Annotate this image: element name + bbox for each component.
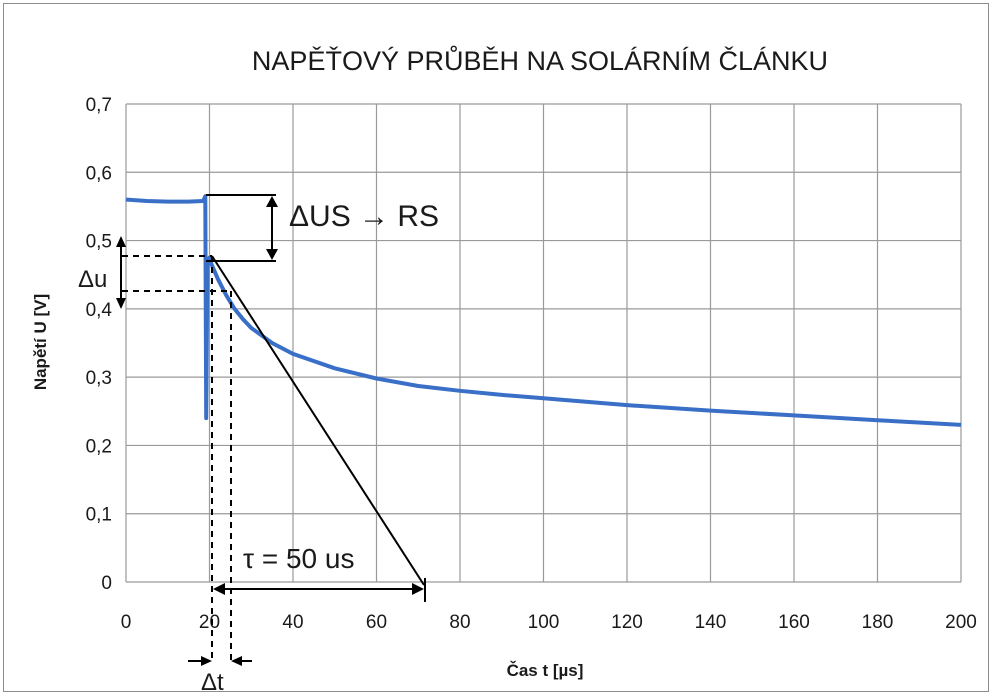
y-tick-label: 0,1: [86, 505, 112, 526]
y-axis-label: Napětí U [V]: [31, 294, 50, 390]
tick-labels: 0 20 40 60 80 100 120 140 160 180 200 0 0,1 0,2 0,3 0,4…: [86, 95, 977, 633]
y-tick-label: 0,3: [86, 368, 112, 389]
delta-t-arrowhead-left: [201, 656, 212, 666]
grid: [125, 103, 962, 583]
y-tick-label: 0,7: [86, 95, 112, 116]
x-tick-label: 180: [862, 612, 894, 633]
voltage-series-line: [125, 194, 962, 427]
delta-us-arrowhead-bottom: [266, 249, 278, 260]
y-tick-label: 0: [101, 573, 112, 594]
x-tick-label: 200: [945, 612, 977, 633]
delta-u-arrowhead-up: [116, 236, 126, 247]
delta-us-label: ΔUS → RS: [289, 200, 439, 233]
tangent-line: [211, 255, 425, 586]
chart-title: NAPĚŤOVÝ PRŮBĚH NA SOLÁRNÍM ČLÁNKU: [252, 44, 828, 76]
y-tick-label: 0,4: [86, 300, 113, 321]
tau-arrowhead-left: [213, 583, 225, 595]
x-axis-label: Čas t [µs]: [507, 661, 584, 680]
x-tick-label: 120: [611, 612, 643, 633]
x-tick-label: 40: [282, 612, 303, 633]
series-layer: [125, 194, 962, 427]
annotations: ΔUS → RS Δu τ = 50 us Δt: [78, 194, 439, 696]
x-tick-label: 140: [695, 612, 727, 633]
y-tick-label: 0,5: [86, 232, 112, 253]
y-tick-label: 0,2: [86, 436, 112, 457]
tau-label: τ = 50 us: [243, 543, 354, 574]
x-tick-label: 160: [778, 612, 810, 633]
x-tick-label: 20: [199, 612, 220, 633]
tau-arrowhead-right: [412, 583, 424, 595]
chart-frame: [3, 3, 989, 692]
delta-t-arrowhead-right: [231, 656, 242, 666]
x-tick-label: 80: [449, 612, 470, 633]
delta-u-label: Δu: [78, 266, 107, 293]
x-tick-label: 0: [121, 612, 132, 633]
y-tick-label: 0,6: [86, 163, 112, 184]
delta-u-arrowhead-down: [116, 298, 126, 309]
delta-us-arrowhead-top: [266, 196, 278, 207]
delta-t-label: Δt: [201, 669, 224, 696]
x-tick-label: 60: [366, 612, 387, 633]
x-tick-label: 100: [528, 612, 560, 633]
